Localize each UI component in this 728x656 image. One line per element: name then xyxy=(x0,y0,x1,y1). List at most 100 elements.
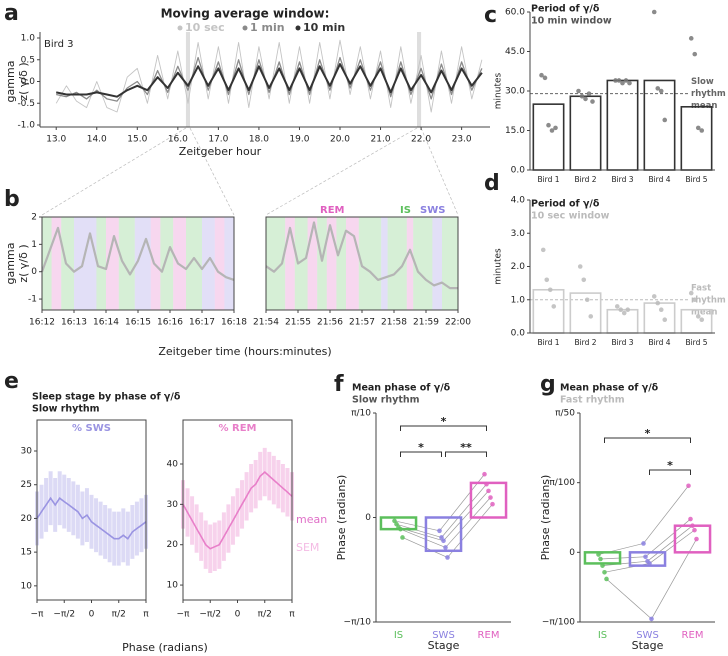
x-tick-label: Bird 2 xyxy=(574,338,596,347)
mean-line xyxy=(182,471,293,550)
y-axis-label: gamma xyxy=(4,243,17,285)
bar xyxy=(569,95,602,171)
x-tick-label: 16:16 xyxy=(157,318,183,328)
legend-label: SEM xyxy=(296,541,319,554)
chart-title: Moving average window: xyxy=(161,7,330,21)
y-axis-label: minutes xyxy=(494,248,504,285)
point xyxy=(581,277,587,283)
point xyxy=(623,78,629,83)
pair-line xyxy=(643,485,689,544)
x-tick-label: 21:57 xyxy=(349,318,375,328)
point xyxy=(625,307,631,313)
point xyxy=(621,310,627,316)
stage-band xyxy=(358,217,382,310)
point xyxy=(602,570,607,575)
y-tick-label: 15.0 xyxy=(505,126,525,136)
bar xyxy=(424,516,463,553)
x-tick-label: REM xyxy=(478,630,500,641)
x-tick-label: π/2 xyxy=(112,610,126,620)
x-tick-label: Bird 4 xyxy=(648,175,670,184)
pair-line xyxy=(600,556,646,560)
pair-line xyxy=(445,497,491,548)
point xyxy=(553,125,558,131)
point xyxy=(688,516,693,522)
point xyxy=(398,526,403,532)
legend-marker xyxy=(295,25,301,31)
point xyxy=(655,86,661,91)
point xyxy=(618,307,624,313)
bar xyxy=(643,302,676,334)
stage-band xyxy=(214,217,225,310)
x-tick-label: Bird 2 xyxy=(574,175,596,184)
x-tick-label: Bird 1 xyxy=(537,175,559,184)
point xyxy=(549,128,555,133)
x-tick-label: −π xyxy=(31,610,45,620)
y-tick-label: 1.0 xyxy=(511,295,526,305)
significance-label: * xyxy=(441,415,447,428)
stage-band xyxy=(336,217,346,310)
y-tick-label: 10 xyxy=(21,581,33,591)
x-tick-label: Bird 5 xyxy=(685,338,707,347)
stage-band xyxy=(74,217,97,310)
point xyxy=(643,554,648,560)
x-tick-label: 16:15 xyxy=(125,318,151,328)
x-tick-label: 22:00 xyxy=(445,318,471,328)
y-axis-label: gamma xyxy=(4,61,17,103)
y-tick-label: 0 xyxy=(569,548,575,558)
point xyxy=(579,93,585,99)
point xyxy=(482,471,487,477)
x-tick-label: 16:12 xyxy=(29,318,55,328)
bar xyxy=(532,288,565,334)
point xyxy=(443,545,448,550)
point xyxy=(604,576,609,582)
point xyxy=(439,535,444,540)
x-tick-label: 21:55 xyxy=(285,318,311,328)
point xyxy=(614,304,620,309)
mean-label: Slow xyxy=(691,77,714,87)
y-tick-label: 15 xyxy=(21,548,32,558)
point xyxy=(540,247,546,253)
x-tick-label: SWS xyxy=(636,630,659,641)
point xyxy=(694,536,699,542)
time-window xyxy=(185,32,190,127)
x-tick-label: 21:59 xyxy=(413,318,439,328)
pair-line xyxy=(602,560,648,566)
legend-marker xyxy=(177,25,183,31)
x-tick-label: IS xyxy=(394,630,403,641)
zoom-connector xyxy=(420,127,459,216)
stage-band xyxy=(150,217,161,310)
x-tick-label: SWS xyxy=(432,630,455,641)
bar xyxy=(643,79,676,171)
stage-band xyxy=(96,217,106,310)
mean-label: mean xyxy=(691,307,717,317)
stage-band xyxy=(285,217,295,310)
stage-band xyxy=(51,217,62,310)
panel-subtitle: 10 min window xyxy=(531,16,612,27)
x-tick-label: 16:14 xyxy=(93,318,119,328)
stage-band xyxy=(294,217,308,310)
stage-band xyxy=(224,217,234,310)
bar xyxy=(606,79,639,171)
x-tick-label: 21:54 xyxy=(253,318,279,328)
x-axis-label: Zeitgeber hour xyxy=(179,145,262,158)
x-tick-label: 14.0 xyxy=(87,135,107,145)
panel-letter: a xyxy=(4,1,19,26)
y-axis-label: z( γ/δ ) xyxy=(17,62,30,100)
point xyxy=(690,523,695,529)
point xyxy=(547,287,553,293)
y-tick-label: π/100 xyxy=(549,478,575,488)
stage-band xyxy=(202,217,215,310)
point xyxy=(598,556,603,562)
stage-band xyxy=(413,217,433,310)
significance-label: ** xyxy=(460,441,472,454)
point xyxy=(692,297,698,303)
significance-bracket xyxy=(400,425,487,431)
stage-band xyxy=(266,217,286,310)
y-tick-label: 20 xyxy=(167,540,179,550)
panel-letter: c xyxy=(484,3,497,28)
y-tick-label: 4.0 xyxy=(511,196,526,206)
point xyxy=(658,307,664,313)
x-tick-label: 0 xyxy=(235,610,241,620)
point xyxy=(441,538,446,544)
pair-line xyxy=(396,523,442,538)
